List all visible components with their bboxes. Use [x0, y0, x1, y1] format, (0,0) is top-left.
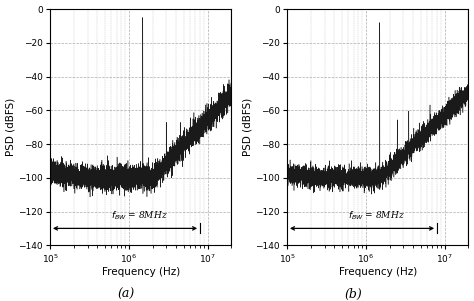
Y-axis label: PSD (dBFS): PSD (dBFS): [243, 98, 253, 156]
Text: (b): (b): [344, 288, 362, 301]
Y-axis label: PSD (dBFS): PSD (dBFS): [6, 98, 16, 156]
Text: $f_{BW}$ = 8MHz: $f_{BW}$ = 8MHz: [347, 209, 404, 222]
X-axis label: Frequency (Hz): Frequency (Hz): [338, 267, 417, 278]
X-axis label: Frequency (Hz): Frequency (Hz): [101, 267, 180, 278]
Text: $f_{BW}$ = 8MHz: $f_{BW}$ = 8MHz: [110, 209, 167, 222]
Text: (a): (a): [117, 288, 134, 301]
